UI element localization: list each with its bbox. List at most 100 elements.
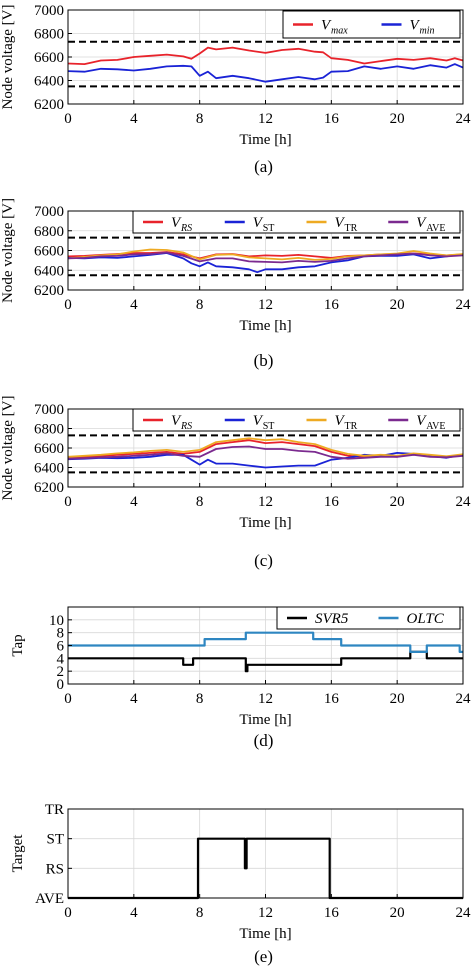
legend-box — [132, 408, 461, 432]
legend: SVR5 OLTC — [276, 606, 461, 630]
y-tick-label: 6200 — [34, 480, 64, 496]
x-tick-label: 12 — [258, 905, 273, 921]
legend-label: V — [416, 215, 427, 231]
x-tick-label: 20 — [390, 905, 405, 921]
x-tick-label: 20 — [390, 691, 405, 707]
x-tick-label: 0 — [64, 905, 72, 921]
y-tick-label: 6400 — [34, 263, 64, 279]
x-tick-label: 20 — [390, 297, 405, 313]
x-tick-label: 12 — [258, 691, 273, 707]
x-tick-label: 12 — [258, 297, 273, 313]
legend-label-subscript: min — [420, 26, 435, 37]
legend-label-subscript: ST — [263, 223, 275, 234]
x-tick-label: 0 — [64, 494, 72, 510]
x-tick-label: 20 — [390, 111, 405, 127]
legend-box — [132, 210, 461, 234]
x-tick-label: 20 — [390, 494, 405, 510]
y-tick-label: 6800 — [34, 27, 64, 43]
x-tick-label: 24 — [456, 905, 472, 921]
panel-b: 0 4 8 12 16 20 24 6200 6400 6600 6800 7000 Time [h] N… — [0, 198, 471, 370]
y-tick-label: RS — [46, 861, 64, 877]
x-tick-label: 4 — [130, 494, 138, 510]
legend-box — [282, 10, 461, 39]
series-line-tr — [67, 437, 464, 458]
y-tick-label: 6600 — [34, 244, 64, 260]
series-line-target — [68, 837, 463, 900]
x-axis-label: Time [h] — [239, 318, 291, 334]
y-tick-label: 7000 — [34, 402, 64, 418]
legend-label-subscript: TR — [345, 223, 358, 234]
y-tick-label: 10 — [49, 613, 64, 629]
legend-label: V — [335, 413, 346, 429]
y-tick-label: TR — [45, 802, 64, 818]
y-tick-label: 8 — [57, 626, 65, 642]
series-line-max — [67, 46, 464, 65]
y-tick-label: 0 — [57, 677, 65, 693]
y-axis-label: Target — [10, 834, 26, 873]
y-tick-label: 6600 — [34, 441, 64, 457]
y-axis-label: Node voltage [V] — [0, 198, 16, 303]
legend-box — [276, 606, 461, 630]
y-tick-label: 7000 — [34, 3, 64, 19]
y-tick-label: 6600 — [34, 50, 64, 66]
y-axis-label: Node voltage [V] — [0, 396, 16, 501]
x-tick-label: 4 — [130, 297, 138, 313]
y-tick-label: 6800 — [34, 224, 64, 240]
x-tick-label: 16 — [324, 905, 340, 921]
panel-c: 0 4 8 12 16 20 24 6200 6400 6600 6800 7000 Time [h] N… — [0, 396, 471, 570]
legend-label: V — [171, 215, 182, 231]
series-line-st — [67, 252, 464, 274]
x-tick-label: 16 — [324, 111, 340, 127]
x-tick-label: 0 — [64, 691, 72, 707]
legend-label: V — [335, 215, 346, 231]
legend-label: V — [410, 18, 421, 34]
series-line-min — [67, 63, 464, 83]
x-tick-label: 0 — [64, 297, 72, 313]
legend-label: OLTC — [407, 611, 445, 627]
x-axis-label: Time [h] — [239, 712, 291, 728]
legend-label-subscript: ST — [263, 421, 275, 432]
y-tick-label: 6200 — [34, 97, 64, 113]
x-tick-label: 8 — [196, 297, 204, 313]
panel-caption: (e) — [254, 947, 273, 966]
legend-label-subscript: max — [331, 26, 348, 37]
y-tick-label: AVE — [35, 891, 64, 907]
y-tick-label: 6400 — [34, 74, 64, 90]
legend-label: V — [321, 18, 332, 34]
y-tick-label: 6200 — [34, 283, 64, 299]
y-tick-label: 7000 — [34, 204, 64, 220]
x-tick-label: 4 — [130, 691, 138, 707]
series-line-oltc — [68, 631, 463, 654]
x-tick-label: 16 — [324, 297, 340, 313]
y-tick-label: 4 — [57, 651, 65, 667]
x-tick-label: 12 — [258, 494, 273, 510]
x-tick-label: 8 — [196, 494, 204, 510]
y-axis-label: Node voltage [V] — [0, 5, 16, 110]
legend: V RS V ST V TR V AVE — [132, 408, 461, 432]
y-tick-label: 6400 — [34, 461, 64, 477]
y-tick-label: 6800 — [34, 422, 64, 438]
panel-caption: (c) — [254, 551, 273, 570]
x-tick-label: 24 — [456, 111, 472, 127]
y-tick-label: 6 — [57, 639, 65, 655]
legend: V RS V ST V TR V AVE — [132, 210, 461, 234]
y-axis-label: Tap — [10, 634, 26, 656]
legend-label-subscript: RS — [180, 421, 192, 432]
legend-label-subscript: AVE — [426, 421, 445, 432]
y-tick-label: ST — [46, 832, 64, 848]
x-axis-label: Time [h] — [239, 926, 291, 942]
legend-label-subscript: AVE — [426, 223, 445, 234]
x-tick-label: 8 — [196, 905, 204, 921]
legend-label-subscript: RS — [180, 223, 192, 234]
series-line-ave — [67, 251, 464, 264]
legend-label: SVR5 — [315, 611, 349, 627]
x-tick-label: 4 — [130, 111, 138, 127]
x-tick-label: 4 — [130, 905, 138, 921]
x-tick-label: 24 — [456, 691, 472, 707]
x-axis-label: Time [h] — [239, 515, 291, 531]
x-tick-label: 24 — [456, 297, 472, 313]
x-tick-label: 16 — [324, 494, 340, 510]
